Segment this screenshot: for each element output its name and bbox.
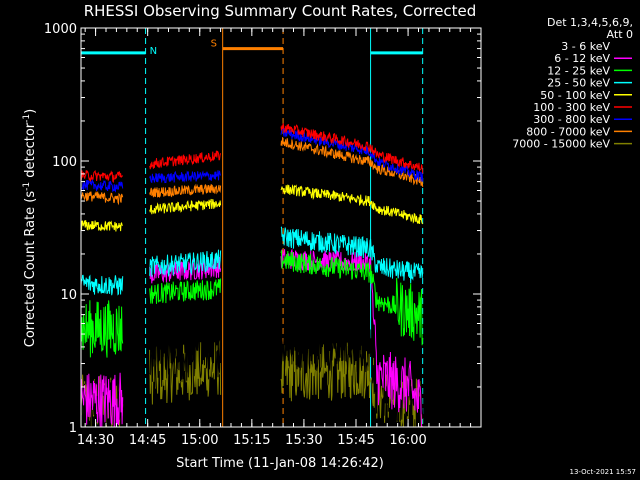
y-axis-label-main: Corrected Count Rate (s [23, 191, 38, 348]
y-axis-label-sup-1: -1 [22, 182, 32, 191]
plot-series [80, 123, 424, 428]
series-line-segment-1 [149, 170, 222, 184]
legend-label-8: 7000 - 15000 keV [512, 138, 610, 151]
generation-timestamp: 13-Oct-2021 15:57 [570, 468, 636, 476]
y-axis-label-mid: detector [23, 122, 38, 182]
series-line-segment-2 [280, 137, 424, 187]
series-25-50-kev [80, 226, 424, 296]
interval-bars: NS [81, 39, 423, 57]
series-line-segment-2 [280, 123, 424, 174]
y-tick-label-2: 100 [52, 155, 77, 170]
x-tick-label-4: 15:30 [285, 433, 322, 448]
x-tick-label-5: 15:45 [337, 433, 374, 448]
series-line-segment-1 [149, 339, 222, 405]
series-line-segment-0 [80, 300, 124, 358]
y-axis-label-sup-2: -1 [22, 114, 32, 123]
y-tick-label-0: 1 [69, 421, 77, 436]
x-axis: 14:30 14:45 15:00 15:15 15:30 15:45 16:00 [77, 28, 482, 448]
series-line-segment-2 [280, 315, 424, 428]
x-tick-label-0: 14:30 [77, 433, 114, 448]
series-line-segment-2 [280, 250, 424, 346]
series-line-segment-0 [80, 220, 123, 232]
series-line-segment-0 [80, 169, 124, 184]
interval-marker-0: N [150, 46, 157, 57]
legend-label-6: 300 - 800 keV [533, 113, 610, 126]
series-line-segment-0 [80, 191, 124, 206]
series-line-segment-1 [149, 183, 222, 199]
series-line-segment-0 [80, 178, 124, 193]
series-line-segment-1 [149, 150, 222, 170]
x-axis-label: Start Time (11-Jan-08 14:26:42) [176, 456, 384, 471]
series-line-segment-0 [80, 274, 124, 296]
legend-label-3: 25 - 50 keV [547, 77, 610, 90]
x-tick-label-6: 16:00 [389, 433, 426, 448]
y-axis-label: Corrected Count Rate (s-1 detector-1) [22, 109, 38, 347]
plot-frame [80, 27, 482, 428]
series-300-800-kev [80, 127, 424, 193]
legend-label-1: 6 - 12 keV [554, 52, 610, 65]
x-tick-label-2: 15:00 [181, 433, 218, 448]
chart-title: RHESSI Observing Summary Count Rates, Co… [84, 2, 477, 20]
legend-header-line-2: Att 0 [607, 28, 633, 41]
series-line-segment-2 [280, 184, 424, 225]
y-axis: 1 10 100 1000 [44, 22, 481, 436]
legend-label-5: 100 - 300 keV [533, 101, 610, 114]
legend-label-4: 50 - 100 keV [540, 89, 610, 102]
series-line-segment-1 [149, 278, 222, 304]
series-line-segment-1 [149, 256, 222, 284]
series-3-6-kev [80, 315, 424, 428]
series-line-segment-2 [280, 226, 424, 284]
series-800-7000-kev [80, 137, 424, 206]
series-line-segment-1 [149, 198, 222, 215]
x-tick-label-1: 14:45 [129, 433, 166, 448]
interval-marker-2: S [211, 39, 217, 50]
legend-label-7: 800 - 7000 keV [526, 125, 610, 138]
legend-label-2: 12 - 25 keV [547, 64, 610, 77]
series-12-25-kev [80, 250, 424, 358]
series-line-segment-0 [80, 372, 124, 428]
y-tick-label-1: 10 [60, 288, 77, 303]
y-axis-label-end: ) [23, 109, 38, 114]
legend-label-0: 3 - 6 keV [561, 40, 610, 53]
legend-header-line-1: Det 1,3,4,5,6,9, [547, 16, 633, 29]
y-tick-label-3: 1000 [44, 22, 77, 37]
series-line-segment-1 [149, 249, 222, 278]
series-line-segment-2 [280, 127, 424, 182]
series-line-segment-1 [149, 323, 222, 388]
series-50-100-kev [80, 184, 424, 232]
x-tick-label-3: 15:15 [233, 433, 270, 448]
series-100-300-kev [80, 123, 424, 184]
